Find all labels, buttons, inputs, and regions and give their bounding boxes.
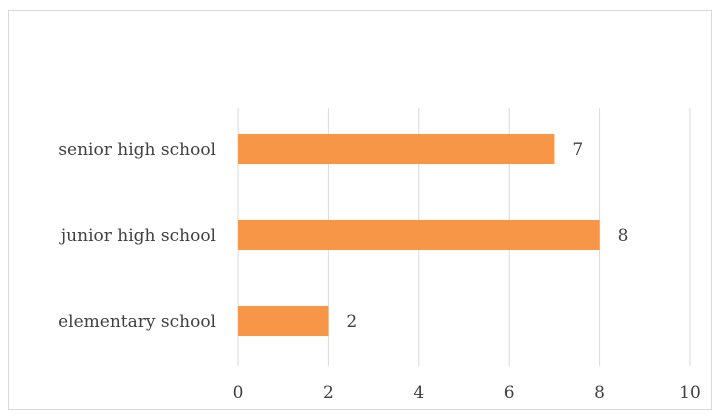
value-label-elementary-school: 2 [346,312,357,332]
category-label-junior-high-school: junior high school [59,226,216,246]
x-tick-label-10: 10 [679,383,701,403]
value-label-senior-high-school: 7 [572,140,583,160]
bars [238,134,600,336]
x-tick-label-8: 8 [594,383,605,403]
x-tick-label-0: 0 [233,383,244,403]
chart-frame [8,10,712,410]
bar-elementary-school [238,306,329,336]
category-label-elementary-school: elementary school [58,312,216,332]
bar-junior-high-school [238,220,600,250]
x-axis-tick-labels: 0 2 4 6 8 10 [233,383,701,403]
x-tick-label-6: 6 [504,383,515,403]
category-label-senior-high-school: senior high school [58,140,216,160]
x-tick-label-2: 2 [323,383,334,403]
category-labels: elementary school junior high school senio… [58,140,216,332]
value-labels: 2 8 7 [346,140,628,332]
value-label-junior-high-school: 8 [618,226,629,246]
x-tick-label-4: 4 [413,383,424,403]
bar-senior-high-school [238,134,555,164]
